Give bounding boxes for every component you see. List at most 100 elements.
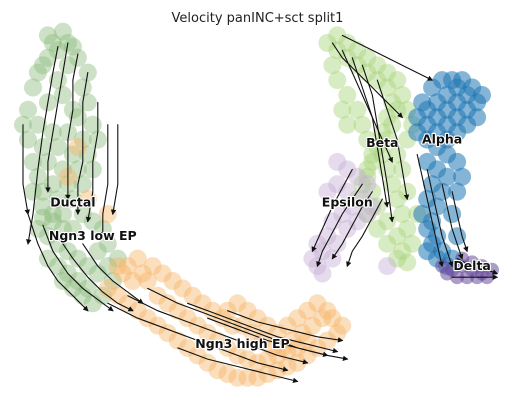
cluster-label-beta: Beta: [366, 135, 398, 150]
cell-ngn3-high-ep-69: [238, 301, 257, 320]
cell-alpha-44: [438, 145, 457, 164]
cell-ngn3-low-ep-22: [108, 249, 127, 268]
streamline-epsilon-32: [346, 198, 383, 268]
cell-epsilon-8: [318, 227, 337, 246]
cell-ngn3-high-ep-11: [208, 361, 227, 380]
cell-beta-37: [368, 56, 387, 75]
cell-ngn3-high-ep-75: [298, 301, 317, 320]
cell-ngn3-high-ep-15: [248, 368, 267, 387]
cell-beta-12: [358, 167, 377, 186]
cell-beta-29: [348, 100, 367, 119]
cell-alpha-48: [418, 219, 437, 238]
cell-ngn3-low-ep-6: [88, 242, 107, 261]
cell-ngn3-low-ep-2: [48, 234, 67, 253]
cell-beta-38: [378, 63, 397, 82]
cell-ductal-46: [53, 205, 72, 223]
cell-ngn3-low-ep-14: [33, 208, 52, 227]
cluster-label-delta: Delta: [453, 258, 491, 273]
cell-ductal-11: [53, 86, 72, 104]
streamline-ngn3-low-ep-10: [57, 235, 134, 312]
cell-ductal-4: [33, 56, 52, 75]
streamline-beta-19: [331, 42, 403, 119]
cell-ductal-48: [33, 197, 52, 216]
streamline-ngn3-high-ep-15: [187, 302, 339, 354]
cell-ngn3-high-ep-13: [228, 368, 247, 387]
streamline-ductal-0: [26, 46, 59, 245]
cell-ngn3-high-ep-77: [318, 301, 337, 320]
cell-ngn3-high-ep-38: [193, 294, 212, 313]
streamline-beta-22: [361, 64, 395, 223]
cell-ngn3-high-ep-52: [158, 294, 177, 313]
cell-ductal-29: [63, 37, 82, 56]
streamline-ngn3-low-ep-11: [82, 243, 144, 304]
streamline-alpha-28: [451, 191, 469, 253]
cluster-label-ngn3-high-ep: Ngn3 high EP: [195, 336, 289, 351]
cell-alpha-11: [408, 108, 427, 127]
streamline-ngn3-high-ep-13: [127, 295, 309, 365]
cell-beta-49: [398, 219, 417, 238]
cell-beta-48: [393, 205, 412, 223]
streamline-ductal-7: [22, 124, 30, 216]
streamline-alpha-25: [416, 153, 444, 268]
cell-beta-47: [388, 190, 407, 209]
cell-ngn3-high-ep-42: [153, 264, 172, 283]
cell-beta-45: [378, 160, 397, 179]
cell-ngn3-high-ep-6: [158, 324, 177, 342]
cell-ngn3-high-ep-71: [258, 316, 277, 335]
cell-ngn3-low-ep-1: [38, 227, 57, 246]
cell-ngn3-low-ep-7: [98, 234, 117, 253]
cell-ngn3-low-ep-0: [28, 219, 47, 238]
cell-ductal-18: [28, 167, 47, 186]
cell-beta-40: [393, 86, 412, 104]
cell-epsilon-11: [313, 264, 332, 283]
streamline-ductal-4: [85, 101, 99, 223]
cell-ngn3-low-ep-15: [38, 249, 57, 268]
cell-ngn3-high-ep-8: [178, 338, 197, 357]
cell-epsilon-13: [328, 234, 347, 253]
cell-ngn3-high-ep-74: [288, 309, 307, 328]
cell-epsilon-18: [318, 182, 337, 201]
streamline-ductal-5: [100, 124, 109, 238]
cell-beta-25: [358, 160, 377, 179]
cluster-label-alpha: Alpha: [422, 131, 462, 146]
cell-ngn3-high-ep-3: [128, 301, 147, 320]
cell-ductal-6: [19, 100, 37, 119]
cell-beta-28: [353, 115, 372, 134]
cell-beta-31: [328, 71, 347, 90]
cell-ngn3-high-ep-19: [288, 353, 307, 372]
cell-beta-34: [338, 33, 357, 52]
cell-ngn3-low-ep-11: [63, 219, 82, 238]
cell-alpha-45: [423, 175, 442, 194]
cell-beta-36: [358, 48, 377, 67]
cell-epsilon-2: [348, 167, 367, 186]
cell-beta-11: [363, 152, 382, 171]
cell-epsilon-15: [348, 212, 367, 231]
cell-beta-32: [323, 56, 342, 75]
streamline-beta-20: [341, 49, 393, 163]
cell-epsilon-1: [338, 160, 357, 179]
streamline-ngn3-high-ep-12: [107, 302, 289, 372]
cell-beta-35: [348, 41, 367, 60]
cell-ductal-27: [38, 26, 57, 45]
cell-ductal-23: [73, 78, 92, 97]
streamline-alpha-26: [426, 168, 454, 268]
cell-beta-58: [338, 115, 357, 134]
cell-alpha-28: [448, 93, 467, 112]
cell-beta-26: [363, 145, 382, 164]
cell-beta-39: [388, 71, 407, 90]
cell-beta-23: [348, 190, 367, 209]
cell-alpha-31: [438, 167, 457, 186]
cell-ngn3-high-ep-10: [198, 353, 217, 372]
cell-ngn3-high-ep-45: [123, 272, 142, 290]
cell-ngn3-low-ep-20: [88, 264, 107, 283]
cluster-labels: Ductal Ngn3 low EP Ngn3 high EP Beta Alpha Ep…: [48, 130, 492, 352]
cell-alpha-51: [418, 242, 437, 261]
cell-ductal-7: [28, 115, 47, 134]
cell-ngn3-high-ep-49: [128, 249, 147, 268]
cell-ngn3-high-ep-50: [138, 272, 157, 290]
cell-beta-14: [368, 197, 387, 216]
cell-ngn3-low-ep-19: [78, 279, 97, 298]
streamline-ngn3-low-ep-9: [42, 224, 114, 312]
cell-beta-16: [388, 227, 407, 246]
